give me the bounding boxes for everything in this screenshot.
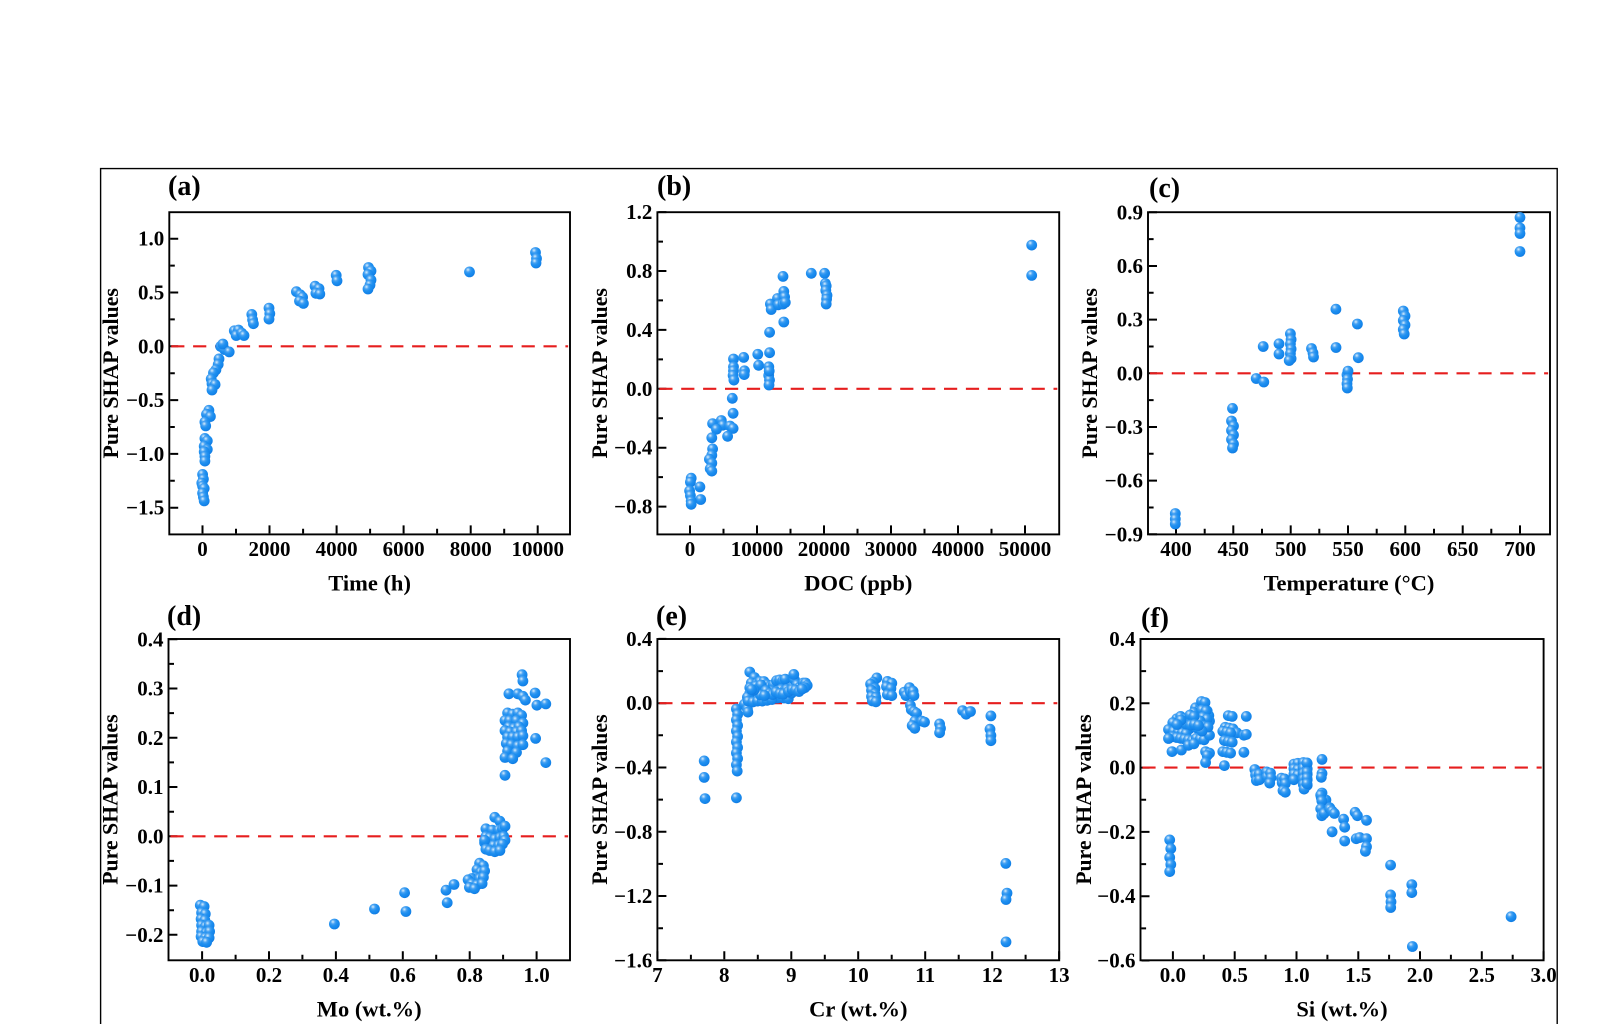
svg-text:(b): (b) bbox=[657, 171, 691, 202]
svg-text:0.3: 0.3 bbox=[137, 677, 163, 701]
svg-text:1.0: 1.0 bbox=[523, 963, 549, 987]
svg-text:−0.4: −0.4 bbox=[614, 436, 653, 460]
svg-text:Pure SHAP values: Pure SHAP values bbox=[588, 288, 612, 458]
svg-text:30000: 30000 bbox=[865, 537, 918, 561]
svg-text:0.4: 0.4 bbox=[626, 627, 653, 651]
svg-text:(e): (e) bbox=[656, 601, 687, 632]
svg-text:(a): (a) bbox=[168, 171, 201, 202]
svg-text:2.0: 2.0 bbox=[1407, 963, 1433, 987]
svg-text:40000: 40000 bbox=[932, 537, 985, 561]
svg-text:9: 9 bbox=[786, 963, 797, 987]
svg-text:−0.6: −0.6 bbox=[1097, 949, 1135, 973]
svg-text:0.5: 0.5 bbox=[1222, 963, 1248, 987]
svg-text:Cr (wt.%): Cr (wt.%) bbox=[809, 996, 907, 1021]
svg-text:0: 0 bbox=[197, 537, 208, 561]
svg-text:0.0: 0.0 bbox=[1117, 361, 1143, 385]
svg-text:1.5: 1.5 bbox=[1345, 963, 1371, 987]
svg-text:(d): (d) bbox=[167, 601, 201, 632]
svg-text:0.6: 0.6 bbox=[1117, 254, 1143, 278]
svg-text:0.0: 0.0 bbox=[137, 824, 163, 848]
svg-text:0.8: 0.8 bbox=[626, 259, 652, 283]
svg-text:12: 12 bbox=[982, 963, 1003, 987]
svg-text:Pure SHAP values: Pure SHAP values bbox=[1078, 288, 1102, 458]
svg-text:0.9: 0.9 bbox=[1117, 200, 1143, 224]
svg-text:0.5: 0.5 bbox=[138, 281, 164, 305]
svg-text:Pure SHAP values: Pure SHAP values bbox=[99, 714, 123, 884]
svg-text:550: 550 bbox=[1332, 537, 1364, 561]
svg-text:450: 450 bbox=[1218, 537, 1250, 561]
svg-text:0.8: 0.8 bbox=[457, 963, 483, 987]
svg-text:Pure SHAP values: Pure SHAP values bbox=[99, 288, 123, 458]
svg-text:11: 11 bbox=[915, 963, 935, 987]
svg-text:DOC (ppb): DOC (ppb) bbox=[804, 570, 912, 595]
svg-text:7: 7 bbox=[652, 963, 663, 987]
svg-text:1.0: 1.0 bbox=[138, 227, 164, 251]
svg-text:400: 400 bbox=[1160, 537, 1192, 561]
svg-text:−0.2: −0.2 bbox=[1097, 820, 1135, 844]
svg-text:0.0: 0.0 bbox=[1109, 756, 1135, 780]
svg-text:−1.2: −1.2 bbox=[614, 884, 652, 908]
svg-text:2.5: 2.5 bbox=[1469, 963, 1495, 987]
svg-text:Pure SHAP values: Pure SHAP values bbox=[588, 714, 612, 884]
svg-text:−0.2: −0.2 bbox=[125, 923, 163, 947]
svg-text:8: 8 bbox=[719, 963, 730, 987]
svg-text:−0.5: −0.5 bbox=[126, 388, 164, 412]
svg-text:0.4: 0.4 bbox=[626, 318, 653, 342]
svg-text:Pure SHAP values: Pure SHAP values bbox=[1072, 714, 1096, 884]
svg-text:−1.0: −1.0 bbox=[126, 442, 164, 466]
svg-text:Si (wt.%): Si (wt.%) bbox=[1296, 996, 1387, 1021]
svg-text:−0.8: −0.8 bbox=[614, 820, 652, 844]
svg-text:10: 10 bbox=[848, 963, 869, 987]
svg-text:−0.4: −0.4 bbox=[614, 756, 653, 780]
svg-text:1.2: 1.2 bbox=[626, 200, 652, 224]
svg-text:6000: 6000 bbox=[383, 537, 425, 561]
svg-text:50000: 50000 bbox=[999, 537, 1052, 561]
svg-text:500: 500 bbox=[1275, 537, 1307, 561]
svg-text:0.6: 0.6 bbox=[390, 963, 416, 987]
svg-text:0.1: 0.1 bbox=[137, 775, 163, 799]
svg-text:0.2: 0.2 bbox=[256, 963, 282, 987]
svg-text:10000: 10000 bbox=[511, 537, 564, 561]
svg-text:−0.4: −0.4 bbox=[1097, 884, 1136, 908]
svg-text:20000: 20000 bbox=[798, 537, 851, 561]
svg-text:(c): (c) bbox=[1149, 173, 1180, 204]
svg-text:−1.5: −1.5 bbox=[126, 496, 164, 520]
svg-text:8000: 8000 bbox=[450, 537, 492, 561]
svg-text:0.0: 0.0 bbox=[626, 377, 652, 401]
svg-text:−1.6: −1.6 bbox=[614, 948, 652, 972]
svg-text:0.3: 0.3 bbox=[1117, 308, 1143, 332]
svg-text:700: 700 bbox=[1504, 537, 1536, 561]
svg-text:0.0: 0.0 bbox=[189, 963, 215, 987]
svg-text:0: 0 bbox=[685, 537, 696, 561]
svg-text:0.4: 0.4 bbox=[1109, 627, 1136, 651]
svg-text:10000: 10000 bbox=[731, 537, 784, 561]
svg-text:−0.9: −0.9 bbox=[1105, 522, 1143, 546]
svg-text:0.0: 0.0 bbox=[138, 334, 164, 358]
svg-text:0.4: 0.4 bbox=[137, 627, 164, 651]
svg-text:13: 13 bbox=[1049, 963, 1070, 987]
svg-text:−0.6: −0.6 bbox=[1105, 469, 1143, 493]
svg-text:Mo (wt.%): Mo (wt.%) bbox=[317, 996, 422, 1021]
svg-text:0.0: 0.0 bbox=[626, 691, 652, 715]
svg-text:650: 650 bbox=[1447, 537, 1479, 561]
svg-text:4000: 4000 bbox=[316, 537, 358, 561]
svg-text:0.4: 0.4 bbox=[323, 963, 350, 987]
svg-text:−0.3: −0.3 bbox=[1105, 415, 1143, 439]
svg-text:Time (h): Time (h) bbox=[328, 570, 411, 595]
svg-text:2000: 2000 bbox=[249, 537, 291, 561]
svg-text:0.2: 0.2 bbox=[1109, 691, 1135, 715]
svg-text:1.0: 1.0 bbox=[1283, 963, 1309, 987]
svg-text:−0.8: −0.8 bbox=[614, 495, 652, 519]
svg-text:3.0: 3.0 bbox=[1530, 963, 1556, 987]
svg-text:600: 600 bbox=[1390, 537, 1422, 561]
svg-text:Temperature (°C): Temperature (°C) bbox=[1264, 570, 1435, 595]
svg-text:(f): (f) bbox=[1141, 603, 1169, 634]
svg-text:−0.1: −0.1 bbox=[125, 874, 163, 898]
svg-text:0.2: 0.2 bbox=[137, 726, 163, 750]
svg-text:0.0: 0.0 bbox=[1160, 963, 1186, 987]
